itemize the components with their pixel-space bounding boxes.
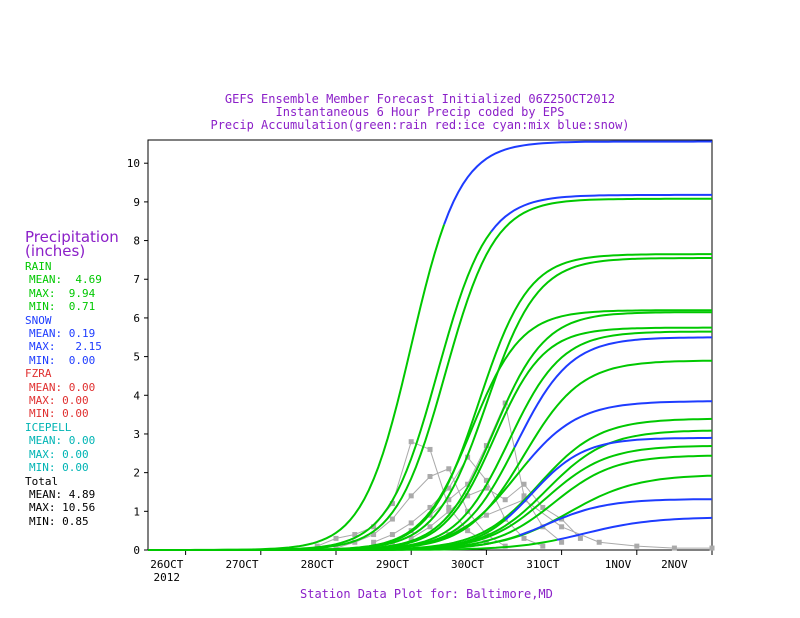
instant-point (577, 535, 583, 541)
y-tick-label: 0 (133, 544, 140, 557)
legend-fzra-mean: MEAN: 0.00 (29, 380, 96, 394)
snow-accum-line (527, 400, 712, 462)
x-tick-sublabel: 2012 (154, 571, 181, 584)
x-tick-label: 28OCT (301, 558, 334, 571)
instant-line (523, 499, 562, 528)
legend-total-max: MAX: 10.56 (29, 501, 96, 515)
legend-rain-name: RAIN (25, 260, 52, 273)
instant-point (709, 545, 715, 551)
instant-line (486, 487, 506, 501)
instant-line (429, 449, 450, 508)
instant-line (467, 445, 487, 485)
legend-total-min: MIN: 0.85 (29, 514, 89, 528)
instant-line (599, 541, 637, 547)
instant-line (523, 495, 544, 528)
instant-line (411, 441, 431, 450)
legend-total-name: Total (25, 474, 59, 488)
y-tick-label: 8 (133, 235, 140, 248)
y-tick-label: 10 (127, 157, 140, 170)
legend-rain-min: MIN: 0.71 (29, 300, 96, 314)
legend-subheading: (inches) (25, 242, 86, 260)
y-tick-label: 6 (133, 312, 140, 325)
legend-snow-max: MAX: 2.15 (29, 340, 102, 354)
x-tick-label: 27OCT (225, 558, 258, 571)
instant-line (636, 545, 675, 549)
instant-line (335, 534, 355, 539)
instant-point (540, 543, 546, 549)
legend-icepell-name: ICEPELL (25, 420, 72, 434)
snow-accum-line (504, 436, 713, 521)
instant-line (317, 537, 337, 547)
x-tick-label: 29OCT (376, 558, 409, 571)
snow-accum-line (443, 140, 712, 225)
instant-line (373, 518, 393, 535)
chart-title-line3: Precip Accumulation(green:rain red:ice c… (210, 118, 630, 132)
x-tick-label: 2NOV (661, 558, 688, 571)
legend-snow-mean: MEAN: 0.19 (29, 327, 96, 341)
legend-fzra-name: FZRA (25, 367, 52, 381)
instant-line (410, 507, 431, 524)
legend-snow-min: MIN: 0.00 (29, 353, 96, 367)
instant-line (504, 483, 525, 501)
instant-line (448, 483, 468, 501)
legend-groups: RAIN MEAN: 4.69 MAX: 9.94 MIN: 0.71 SNOW MEAN… (25, 260, 119, 528)
legend-heading: Precipitation (25, 228, 119, 246)
legend-icepell-min: MIN: 0.00 (29, 461, 89, 475)
instant-line (392, 495, 412, 520)
instant-line (429, 510, 450, 528)
plot-frame (147, 139, 713, 551)
instant-line (523, 537, 543, 547)
instant-line (486, 499, 525, 516)
snow-accum-line (556, 516, 713, 541)
snow-accum-line (490, 193, 712, 233)
instant-line (335, 541, 355, 549)
snow-accum-line (513, 336, 712, 448)
x-tick-label: 1NOV (605, 558, 632, 571)
legend-snow-name: SNOW (25, 313, 52, 327)
y-tick-label: 9 (133, 196, 140, 209)
y-tick-label: 3 (133, 428, 140, 441)
instant-line (373, 534, 393, 543)
legend-total-mean: MEAN: 4.89 (29, 487, 96, 501)
instant-line (467, 511, 487, 535)
chart-title-line1: GEFS Ensemble Member Forecast Initialize… (224, 92, 616, 106)
x-tick-label: 30OCT (451, 558, 484, 571)
legend-rain-max: MAX: 9.94 (29, 286, 96, 300)
legend-icepell-mean: MEAN: 0.00 (29, 434, 96, 448)
instant-line (410, 526, 431, 539)
x-tick-label: 26OCT (150, 558, 183, 571)
rain-accum-line (148, 446, 516, 551)
legend-fzra-min: MIN: 0.00 (29, 407, 89, 421)
legend-icepell-max: MAX: 0.00 (29, 447, 89, 461)
legend-rain-mean: MEAN: 4.69 (29, 273, 102, 287)
legend-fzra-max: MAX: 0.00 (29, 394, 89, 408)
x-tick-label: 31OCT (526, 558, 559, 571)
y-tick-label: 1 (133, 505, 140, 518)
instant-line (354, 534, 374, 543)
station-label: Station Data Plot for: Baltimore,MD (300, 587, 553, 601)
precip-legend: Precipitation (inches) RAIN MEAN: 4.69 MAX… (25, 230, 119, 528)
instant-point (483, 539, 489, 545)
rain-accum-line (148, 538, 558, 551)
instant-line (429, 468, 449, 477)
snow-accum-line (518, 498, 712, 537)
instant-line (410, 476, 431, 497)
y-tick-label: 2 (133, 467, 140, 480)
chart-title-line2: Instantaneous 6 Hour Precip coded by EPS (275, 105, 565, 119)
instant-point (559, 539, 565, 545)
y-tick-label: 4 (133, 389, 140, 402)
y-tick-label: 7 (133, 273, 140, 286)
rain-accum-line (148, 197, 712, 551)
instant-line (392, 522, 412, 535)
y-tick-label: 5 (133, 351, 140, 364)
